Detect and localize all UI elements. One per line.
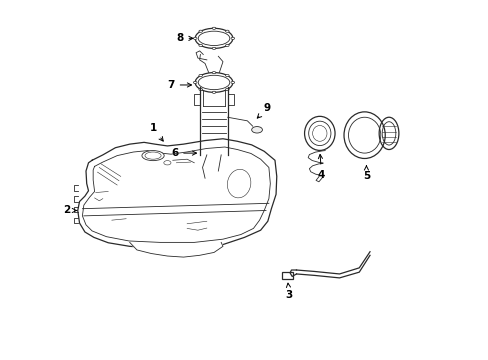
- Text: 5: 5: [362, 166, 369, 181]
- Ellipse shape: [199, 30, 202, 32]
- Ellipse shape: [225, 44, 229, 46]
- Text: 2: 2: [63, 206, 77, 216]
- Ellipse shape: [193, 81, 197, 84]
- Ellipse shape: [212, 72, 215, 74]
- Ellipse shape: [212, 47, 215, 49]
- Ellipse shape: [199, 75, 202, 77]
- Ellipse shape: [212, 27, 215, 30]
- Ellipse shape: [212, 91, 215, 93]
- Ellipse shape: [230, 37, 234, 40]
- Ellipse shape: [225, 30, 229, 32]
- Text: 6: 6: [171, 148, 196, 158]
- Bar: [282, 272, 292, 279]
- Ellipse shape: [225, 88, 229, 90]
- Text: 3: 3: [285, 283, 292, 300]
- Text: 4: 4: [317, 154, 325, 180]
- Ellipse shape: [199, 88, 202, 90]
- Ellipse shape: [251, 127, 262, 133]
- Ellipse shape: [142, 150, 164, 161]
- Ellipse shape: [225, 75, 229, 77]
- Text: 8: 8: [176, 33, 193, 43]
- Ellipse shape: [193, 37, 197, 40]
- Text: 9: 9: [257, 103, 270, 118]
- Text: 7: 7: [167, 80, 191, 90]
- Polygon shape: [78, 139, 276, 248]
- Text: 1: 1: [149, 123, 163, 141]
- Polygon shape: [129, 242, 223, 257]
- Ellipse shape: [230, 81, 234, 84]
- Ellipse shape: [199, 44, 202, 46]
